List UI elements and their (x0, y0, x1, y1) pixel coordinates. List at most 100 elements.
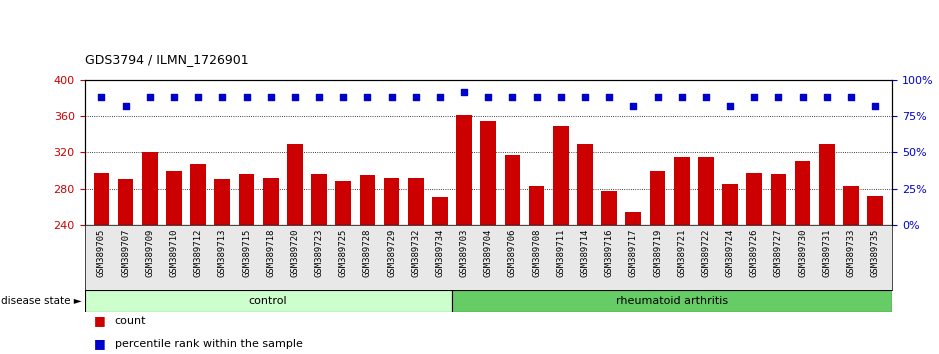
Bar (794, 161, 810, 225)
Bar (722, 184, 738, 225)
Point (771, 95, 786, 100)
Text: ■: ■ (94, 314, 106, 327)
Point (360, 95, 375, 100)
Bar (408, 178, 423, 225)
Point (699, 95, 714, 100)
Bar (577, 144, 593, 225)
Text: GSM389707: GSM389707 (121, 228, 131, 276)
Bar (432, 197, 448, 225)
Bar (529, 186, 545, 225)
Text: GSM389719: GSM389719 (653, 228, 662, 276)
Point (336, 95, 351, 100)
Point (456, 89, 471, 95)
Text: GSM389711: GSM389711 (556, 228, 565, 276)
Bar (504, 155, 520, 225)
Text: GSM389723: GSM389723 (315, 228, 324, 276)
Bar (287, 144, 302, 225)
Text: GSM389721: GSM389721 (677, 228, 686, 276)
Bar (142, 152, 158, 225)
Text: count: count (115, 316, 146, 326)
Point (143, 95, 158, 100)
Text: GSM389703: GSM389703 (459, 228, 469, 276)
Text: GSM389722: GSM389722 (701, 228, 711, 276)
Point (433, 95, 448, 100)
Point (263, 95, 278, 100)
Bar (384, 178, 399, 225)
Bar (311, 174, 327, 225)
Bar (360, 175, 376, 225)
Text: GSM389724: GSM389724 (726, 228, 734, 276)
Text: control: control (249, 296, 287, 306)
Point (625, 103, 640, 109)
Text: disease state ►: disease state ► (1, 296, 82, 306)
Text: GSM389734: GSM389734 (436, 228, 444, 276)
Point (674, 95, 689, 100)
Text: GSM389712: GSM389712 (193, 228, 203, 276)
Bar (94, 173, 109, 225)
Point (239, 95, 254, 100)
Point (722, 103, 737, 109)
Point (577, 95, 593, 100)
Bar (674, 157, 689, 225)
Point (384, 95, 399, 100)
Point (602, 95, 617, 100)
Text: GSM389731: GSM389731 (823, 228, 831, 276)
Bar (239, 174, 254, 225)
Point (191, 95, 206, 100)
Point (408, 95, 423, 100)
Bar (747, 173, 762, 225)
Text: GSM389735: GSM389735 (870, 228, 880, 276)
Bar (625, 212, 641, 225)
Bar (191, 164, 206, 225)
Point (553, 95, 568, 100)
Bar (553, 126, 569, 225)
Text: GSM389726: GSM389726 (749, 228, 759, 276)
Text: GSM389728: GSM389728 (362, 228, 372, 276)
Bar (601, 192, 617, 225)
Point (481, 95, 496, 100)
Text: percentile rank within the sample: percentile rank within the sample (115, 339, 302, 349)
Point (505, 95, 520, 100)
Text: GSM389727: GSM389727 (774, 228, 783, 276)
Point (819, 95, 834, 100)
Bar (335, 181, 351, 225)
Text: GSM389716: GSM389716 (605, 228, 614, 276)
Point (118, 103, 133, 109)
Bar (819, 144, 835, 225)
Point (166, 95, 181, 100)
Bar (843, 186, 859, 225)
Bar (214, 179, 230, 225)
Point (215, 95, 230, 100)
Point (312, 95, 327, 100)
Text: GSM389710: GSM389710 (169, 228, 178, 276)
Text: GSM389713: GSM389713 (218, 228, 227, 276)
Text: ■: ■ (94, 337, 106, 350)
Point (650, 95, 665, 100)
Bar (771, 174, 786, 225)
Point (795, 95, 810, 100)
Text: GSM389733: GSM389733 (846, 228, 855, 276)
Text: GSM389720: GSM389720 (290, 228, 300, 276)
Text: GSM389715: GSM389715 (242, 228, 251, 276)
Point (747, 95, 762, 100)
Text: GSM389709: GSM389709 (146, 228, 154, 276)
Text: rheumatoid arthritis: rheumatoid arthritis (616, 296, 728, 306)
Text: GSM389729: GSM389729 (387, 228, 396, 276)
Bar (117, 179, 133, 225)
Bar (456, 115, 472, 225)
Point (94, 95, 109, 100)
Text: GSM389708: GSM389708 (532, 228, 541, 276)
Text: GSM389717: GSM389717 (629, 228, 638, 276)
Bar (263, 178, 279, 225)
Text: GSM389732: GSM389732 (411, 228, 421, 276)
Bar (868, 196, 883, 225)
Text: GSM389730: GSM389730 (798, 228, 808, 276)
Text: GSM389714: GSM389714 (580, 228, 590, 276)
Bar (650, 171, 666, 225)
Text: GSM389704: GSM389704 (484, 228, 493, 276)
Point (529, 95, 544, 100)
Bar (85, 290, 452, 312)
Bar (698, 157, 714, 225)
Point (843, 95, 858, 100)
Text: GSM389706: GSM389706 (508, 228, 517, 276)
